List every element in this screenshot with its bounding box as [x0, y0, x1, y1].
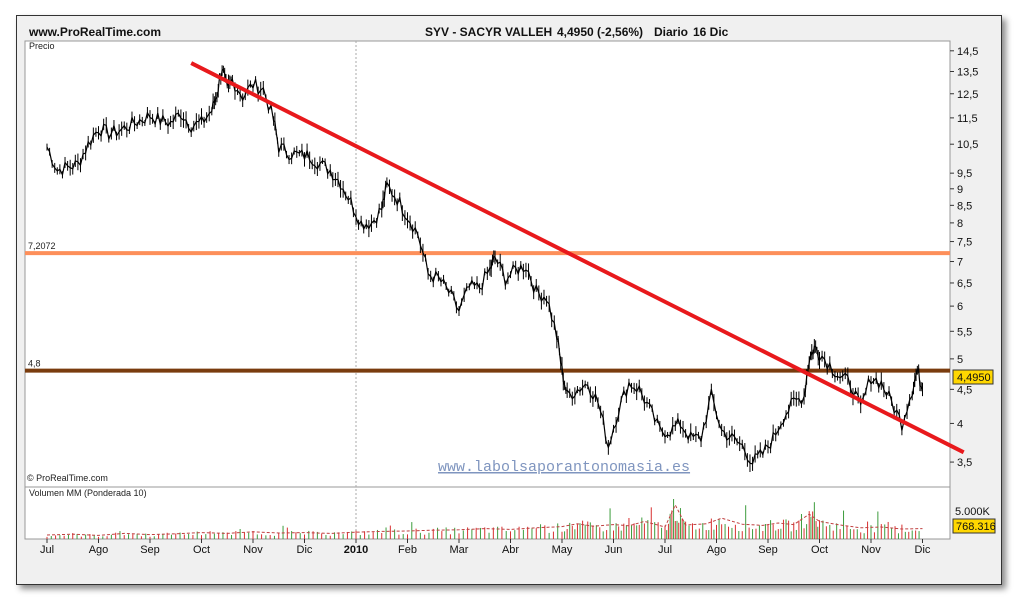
x-tick-label: Dic [915, 544, 931, 556]
copyright-label: © ProRealTime.com [27, 473, 108, 483]
x-tick-label: May [552, 544, 573, 556]
x-tick-label: Jul [658, 544, 672, 556]
price-line [46, 68, 924, 465]
trendline [190, 61, 965, 455]
x-tick-label: Feb [398, 544, 417, 556]
y-tick-label: 12,5 [957, 89, 978, 101]
x-tick-label: Nov [243, 544, 263, 556]
date-label: 16 Dic [693, 25, 729, 39]
y-tick-label: 4,5 [957, 384, 972, 396]
y-tick-label: 5,5 [957, 326, 972, 338]
x-tick-label: Oct [193, 544, 210, 556]
y-tick-label: 7 [957, 257, 963, 269]
y-tick-label: 10,5 [957, 139, 978, 151]
level-label: 7,2072 [28, 241, 56, 251]
x-tick-label: Oct [811, 544, 828, 556]
y-tick-label: 9 [957, 184, 963, 196]
last-price-badge [952, 369, 994, 385]
chart-frame: www.ProRealTime.com SYV - SACYR VALLEH 4… [16, 15, 1002, 585]
y-tick-label: 5 [957, 354, 963, 366]
y-tick-label: 8,5 [957, 200, 972, 212]
instrument-label: SYV - SACYR VALLEH [425, 25, 552, 39]
y-tick-label: 6 [957, 301, 963, 313]
level-label: 4,8 [28, 359, 41, 369]
price-panel [24, 40, 951, 489]
price-chart: www.ProRealTime.com SYV - SACYR VALLEH 4… [24, 25, 996, 556]
price-label: Precio [29, 41, 55, 51]
last-price-text: 4,4950 [957, 372, 991, 384]
x-tick-label: Sep [758, 544, 778, 556]
x-tick-label: Ago [707, 544, 727, 556]
watermark: www.labolsaporantonomasia.es [438, 459, 690, 476]
x-tick-label: Ago [89, 544, 109, 556]
x-tick-label: Abr [502, 544, 519, 556]
volume-label: Volumen MM (Ponderada 10) [29, 488, 147, 498]
volume-average-line [46, 503, 923, 536]
y-tick-label: 6,5 [957, 278, 972, 290]
y-tick-label: 11,5 [957, 113, 978, 125]
site-label: www.ProRealTime.com [28, 25, 161, 39]
last-volume-badge [952, 518, 996, 534]
y-tick-label: 9,5 [957, 168, 972, 180]
x-tick-label: Jul [40, 544, 54, 556]
x-tick-label: Nov [861, 544, 881, 556]
volume-axis-label: 5.000K [955, 506, 991, 518]
last-volume-text: 768.316 [956, 521, 996, 533]
x-tick-label: Sep [140, 544, 160, 556]
y-tick-label: 3,5 [957, 457, 972, 469]
period-label: Diario [654, 25, 688, 39]
y-tick-label: 4 [957, 418, 963, 430]
x-tick-label: Jun [605, 544, 623, 556]
y-tick-label: 13,5 [957, 66, 978, 78]
y-tick-label: 14,5 [957, 46, 978, 58]
y-tick-label: 7,5 [957, 237, 972, 249]
x-tick-label: Mar [450, 544, 469, 556]
x-tick-label: 2010 [344, 544, 368, 556]
price-change-label: 4,4950 (-2,56%) [557, 25, 643, 39]
y-tick-label: 8 [957, 218, 963, 230]
x-tick-label: Dic [297, 544, 313, 556]
